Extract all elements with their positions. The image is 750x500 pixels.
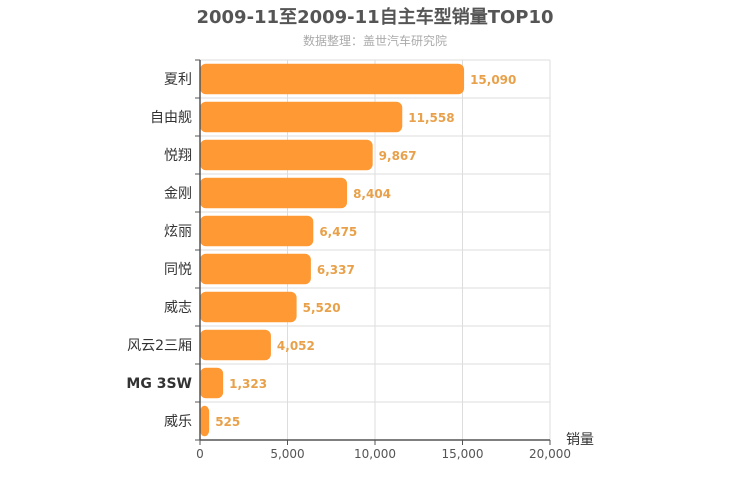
category-label: 威志	[164, 300, 192, 316]
category-label: 同悦	[164, 262, 192, 278]
value-label: 15,090	[470, 73, 516, 87]
value-label: 5,520	[303, 301, 341, 315]
bar	[200, 215, 314, 247]
x-tick-label: 0	[196, 447, 204, 461]
category-label: 夏利	[164, 72, 192, 88]
value-label: 525	[215, 415, 240, 429]
bar	[200, 253, 311, 285]
value-label: 8,404	[353, 187, 391, 201]
x-axis-title: 销量	[566, 432, 594, 448]
category-label: 风云2三厢	[127, 338, 192, 354]
category-label: 威乐	[164, 414, 192, 430]
category-label: 炫丽	[164, 224, 192, 240]
bar	[200, 329, 271, 361]
x-tick-label: 5,000	[270, 447, 304, 461]
bar	[200, 405, 210, 437]
value-label: 11,558	[408, 111, 454, 125]
bar	[200, 101, 403, 133]
chart-subtitle: 数据整理：盖世汽车研究院	[303, 33, 447, 48]
x-tick-label: 10,000	[354, 447, 396, 461]
bars: 夏利 15,090 自由舰 11,558 悦翔 9,867 金刚 8,404 炫丽 6,475 同悦…	[126, 63, 516, 437]
value-label: 6,337	[317, 263, 355, 277]
bar	[200, 367, 224, 399]
x-tick-label: 20,000	[529, 447, 571, 461]
chart-title: 2009-11至2009-11自主车型销量TOP10	[196, 6, 553, 28]
category-label: 悦翔	[164, 148, 192, 164]
axes: 0 5,000 10,000 15,000 20,000	[195, 59, 571, 461]
value-label: 4,052	[277, 339, 315, 353]
bar	[200, 139, 373, 171]
value-label: 6,475	[319, 225, 357, 239]
bar	[200, 291, 297, 323]
category-label: MG 3SW	[126, 376, 192, 392]
x-tick-label: 15,000	[442, 447, 484, 461]
category-label: 自由舰	[150, 110, 192, 126]
category-label: 金刚	[164, 186, 192, 202]
bar	[200, 177, 348, 209]
bar	[200, 63, 465, 95]
value-label: 9,867	[379, 149, 417, 163]
value-label: 1,323	[229, 377, 267, 391]
